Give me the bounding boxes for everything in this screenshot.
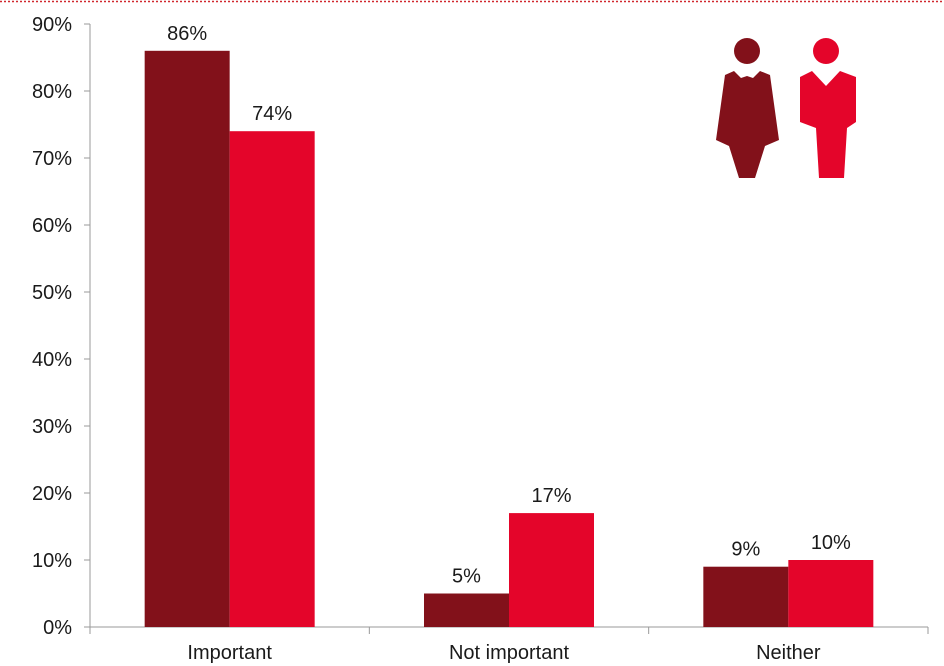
x-category-label: Not important — [449, 642, 569, 664]
bar — [703, 566, 789, 627]
y-tick-label: 20% — [32, 483, 72, 505]
data-label: 5% — [452, 566, 481, 588]
man-icon — [800, 38, 856, 178]
y-axis: 0% 10% 20% 30% 40% 50% 60% 70% 80% 90% — [32, 14, 91, 639]
y-tick-label: 70% — [32, 148, 72, 170]
x-category-label: Important — [187, 642, 272, 664]
y-tick-label: 40% — [32, 349, 72, 371]
data-label: 10% — [811, 532, 851, 554]
bar — [788, 560, 874, 627]
bar — [509, 513, 594, 627]
y-tick-label: 80% — [32, 81, 72, 103]
data-label: 86% — [167, 23, 207, 45]
bar — [144, 50, 230, 628]
y-tick-label: 10% — [32, 550, 72, 572]
x-axis: Important Not important Neither — [89, 626, 929, 664]
y-tick-label: 30% — [32, 416, 72, 438]
data-label: 74% — [252, 103, 292, 125]
woman-icon — [716, 38, 779, 178]
bars — [144, 50, 874, 628]
y-tick-label: 90% — [32, 14, 72, 36]
legend — [716, 38, 856, 178]
y-tick-label: 60% — [32, 215, 72, 237]
bar — [229, 131, 315, 627]
data-label: 9% — [731, 539, 760, 561]
y-tick-label: 0% — [43, 617, 72, 639]
bar — [424, 593, 509, 627]
data-label: 17% — [531, 485, 571, 507]
y-tick-label: 50% — [32, 282, 72, 304]
x-category-label: Neither — [756, 642, 821, 664]
data-labels: 86% 74% 5% 17% 9% 10% — [167, 23, 851, 588]
